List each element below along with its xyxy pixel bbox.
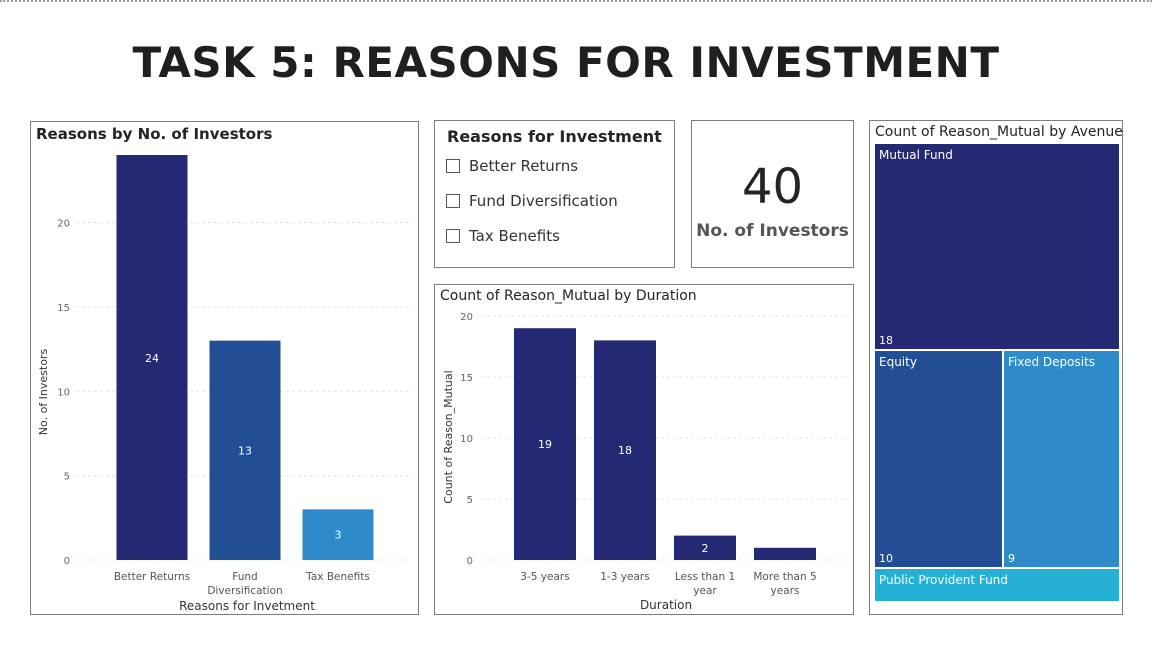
bar-data-label: 18	[618, 444, 632, 457]
bar-data-label: 13	[238, 444, 252, 457]
slicer-title: Reasons for Investment	[447, 127, 662, 146]
reasons-chart-title: Reasons by No. of Investors	[36, 125, 273, 143]
bar-data-label: 19	[538, 438, 552, 451]
page-top-border	[0, 0, 1152, 2]
x-category-label: Fund	[232, 571, 257, 583]
treemap-tile-label: Mutual Fund	[879, 148, 953, 162]
y-tick-label: 0	[64, 556, 70, 567]
bar	[116, 155, 188, 560]
treemap-tile-label: Public Provident Fund	[879, 573, 1008, 587]
bar	[594, 340, 656, 560]
treemap-tile-value: 10	[879, 552, 893, 565]
bar	[674, 535, 736, 560]
x-category-label: 1-3 years	[600, 571, 649, 583]
x-category-label: Less than 1	[675, 571, 735, 583]
duration-bar-chart: 0 5 10 15 20 19 3-5 years 18 1-3 years 2 Less than…	[442, 312, 849, 612]
card-label: No. of Investors	[696, 221, 849, 241]
treemap-tile[interactable]: Mutual Fund 18	[874, 143, 1120, 350]
treemap-tile-value: 9	[1008, 552, 1015, 565]
treemap-tile[interactable]: Equity 10	[874, 350, 1003, 568]
treemap-tile-label: Equity	[879, 355, 917, 369]
treemap-title: Count of Reason_Mutual by Avenue	[875, 124, 1123, 140]
y-tick-label: 0	[467, 556, 473, 567]
x-category-label: More than 5	[753, 571, 816, 583]
slicer-item-label: Tax Benefits	[469, 227, 560, 245]
bar-data-label: 3	[335, 529, 342, 542]
y-axis-title: Count of Reason_Mutual	[442, 370, 455, 503]
x-category-label: Better Returns	[114, 571, 190, 583]
duration-chart-title: Count of Reason_Mutual by Duration	[440, 288, 697, 304]
x-category-label: year	[693, 585, 717, 597]
avenue-treemap: Mutual Fund 18 Equity 10 Fixed Deposits 9 Publ…	[874, 143, 1120, 602]
treemap-tile-value: 18	[879, 334, 893, 347]
y-tick-label: 15	[57, 303, 70, 314]
y-tick-label: 15	[460, 373, 473, 384]
slicer-item-label: Better Returns	[469, 157, 579, 175]
bar-data-label: 24	[145, 352, 159, 365]
y-tick-label: 10	[57, 387, 70, 398]
checkbox-icon[interactable]	[446, 229, 460, 243]
bar	[209, 340, 281, 560]
bar	[754, 547, 816, 560]
bar	[514, 328, 576, 560]
treemap-tile[interactable]: Public Provident Fund	[874, 568, 1120, 602]
treemap-tile-label: Fixed Deposits	[1008, 355, 1096, 369]
treemap-tile[interactable]: Fixed Deposits 9	[1003, 350, 1120, 568]
y-tick-label: 5	[64, 472, 70, 483]
bar	[302, 509, 374, 560]
page-title: TASK 5: REASONS FOR INVESTMENT	[132, 38, 1000, 87]
x-category-label: years	[771, 585, 800, 597]
y-axis-title: No. of Investors	[37, 349, 50, 436]
reasons-bar-chart-panel[interactable]: Reasons by No. of Investors 0 5 10 15 20 24 Be…	[30, 121, 419, 615]
reasons-bar-chart: 0 5 10 15 20 24 Better Returns 13 Fund Diversific…	[37, 155, 411, 613]
slicer-item-label: Fund Diversification	[469, 192, 618, 210]
checkbox-icon[interactable]	[446, 194, 460, 208]
investors-card[interactable]: 40 No. of Investors	[691, 120, 854, 268]
x-axis-title: Reasons for Invetment	[179, 599, 315, 613]
reasons-slicer-panel: Reasons for Investment Better Returns Fu…	[434, 120, 675, 268]
bar-data-label: 2	[702, 542, 709, 555]
slicer-item-fund-diversification[interactable]: Fund Diversification	[446, 192, 618, 210]
card-value: 40	[741, 159, 804, 215]
y-tick-label: 10	[460, 434, 473, 445]
y-tick-label: 20	[57, 219, 70, 230]
x-category-label: Diversification	[207, 585, 282, 597]
checkbox-icon[interactable]	[446, 159, 460, 173]
x-category-label: Tax Benefits	[305, 571, 370, 583]
duration-bar-chart-panel[interactable]: Count of Reason_Mutual by Duration 0 5 10 1…	[434, 284, 854, 615]
y-tick-label: 5	[467, 495, 473, 506]
avenue-treemap-panel[interactable]: Count of Reason_Mutual by Avenue Mutual …	[869, 120, 1123, 615]
slicer-item-better-returns[interactable]: Better Returns	[446, 157, 578, 175]
x-category-label: 3-5 years	[520, 571, 569, 583]
x-axis-title: Duration	[640, 598, 692, 612]
y-tick-label: 20	[460, 312, 473, 323]
slicer-item-tax-benefits[interactable]: Tax Benefits	[446, 227, 560, 245]
